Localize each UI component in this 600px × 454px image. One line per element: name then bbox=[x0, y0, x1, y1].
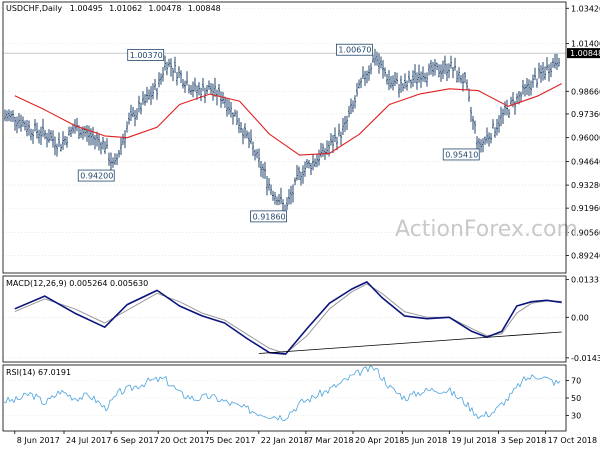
x-axis-tick-label: 5 Dec 2017 bbox=[209, 436, 255, 445]
x-axis-tick-label: 17 Oct 2018 bbox=[548, 436, 597, 445]
rsi-line bbox=[3, 365, 561, 422]
price-axis-tick-label: 1.03420 bbox=[571, 4, 600, 13]
rsi-panel-frame bbox=[2, 364, 567, 432]
watermark: ActionForex.com bbox=[395, 217, 578, 242]
macd-title: MACD(12,26,9) 0.005264 0.005630 bbox=[6, 279, 148, 288]
rsi-axis-tick-label: 50 bbox=[571, 394, 581, 403]
macd-trendline bbox=[258, 331, 562, 354]
x-axis-tick-label: 5 Jun 2018 bbox=[404, 436, 447, 445]
x-axis-tick-label: 20 Apr 2018 bbox=[355, 436, 404, 445]
price-annotation-box bbox=[336, 43, 373, 56]
x-axis-tick-label: 22 Jan 2018 bbox=[261, 436, 309, 445]
header-high: 1.01062 bbox=[109, 4, 142, 13]
rsi-title: RSI(14) 67.0191 bbox=[6, 368, 71, 377]
x-axis-tick-label: 20 Oct 2017 bbox=[160, 436, 209, 445]
x-axis-tick-label: 24 Jul 2017 bbox=[66, 436, 111, 445]
macd-signal-line bbox=[14, 283, 562, 354]
header-low: 1.00478 bbox=[148, 4, 181, 13]
price-annotation-label: 1.00370 bbox=[130, 51, 163, 60]
price-annotation-label: 0.94200 bbox=[80, 172, 113, 181]
price-annotation-box bbox=[442, 148, 480, 161]
header-symbol: USDCHF,Daily bbox=[6, 4, 62, 13]
x-axis-tick-label: 6 Sep 2017 bbox=[113, 436, 159, 445]
macd-axis-tick-label: 0.00 bbox=[571, 313, 589, 322]
last-price-label: 1.00848 bbox=[570, 49, 600, 58]
macd-axis-tick-label: -0.014323 bbox=[571, 354, 600, 363]
last-price-box bbox=[567, 48, 600, 59]
price-annotation-box bbox=[250, 210, 287, 223]
moving-average-line bbox=[14, 83, 562, 156]
macd-line bbox=[14, 281, 562, 355]
price-annotation-box bbox=[77, 169, 115, 182]
price-axis-tick-label: 0.89240 bbox=[571, 252, 600, 261]
x-axis-tick-label: 7 Mar 2018 bbox=[308, 436, 354, 445]
rsi-axis-tick-label: 70 bbox=[571, 377, 581, 386]
rsi-axis-tick-label: 30 bbox=[571, 411, 581, 420]
price-annotation-label: 0.91860 bbox=[253, 212, 286, 221]
x-axis-tick-label: 19 Jul 2018 bbox=[451, 436, 496, 445]
header-open: 1.00495 bbox=[70, 4, 103, 13]
x-axis-tick-label: 8 Jun 2017 bbox=[17, 436, 60, 445]
price-annotation-box bbox=[127, 49, 165, 61]
x-axis-tick-label: 3 Sep 2018 bbox=[501, 436, 547, 445]
header-close: 1.00848 bbox=[188, 4, 221, 13]
macd-axis-tick-label: 0.013319 bbox=[571, 276, 600, 285]
price-annotation-label: 0.95410 bbox=[445, 150, 478, 159]
price-panel-frame bbox=[2, 1, 567, 274]
macd-panel-frame bbox=[2, 275, 567, 363]
price-annotation-label: 1.00670 bbox=[338, 46, 371, 55]
